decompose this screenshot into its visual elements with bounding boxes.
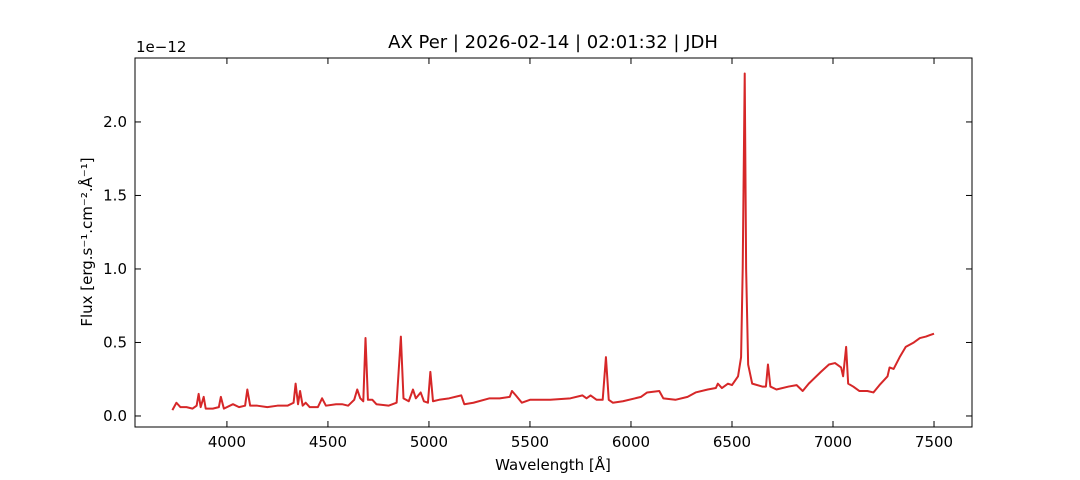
plot-frame bbox=[134, 57, 973, 428]
x-tick-label: 5500 bbox=[511, 433, 549, 451]
y-tick-label: 2.0 bbox=[103, 113, 127, 131]
x-tick-label: 4000 bbox=[208, 433, 246, 451]
y-tick-label: 1.0 bbox=[103, 260, 127, 278]
x-tick-label: 4500 bbox=[309, 433, 347, 451]
y-offset-text: 1e−12 bbox=[136, 38, 186, 56]
x-tick-label: 5000 bbox=[410, 433, 448, 451]
chart-title: AX Per | 2026-02-14 | 02:01:32 | JDH bbox=[388, 32, 718, 53]
x-tick-label: 7000 bbox=[814, 433, 852, 451]
x-tick-label: 6500 bbox=[713, 433, 751, 451]
y-tick-label: 1.5 bbox=[103, 186, 127, 204]
y-axis-label: Flux [erg.s⁻¹.cm⁻².Å⁻¹] bbox=[77, 157, 96, 326]
y-tick-label: 0.0 bbox=[103, 407, 127, 425]
y-tick-label: 0.5 bbox=[103, 333, 127, 351]
x-tick-label: 7500 bbox=[915, 433, 953, 451]
x-tick-label: 6000 bbox=[612, 433, 650, 451]
x-axis-label: Wavelength [Å] bbox=[495, 455, 611, 474]
spectrum-line bbox=[171, 72, 935, 411]
